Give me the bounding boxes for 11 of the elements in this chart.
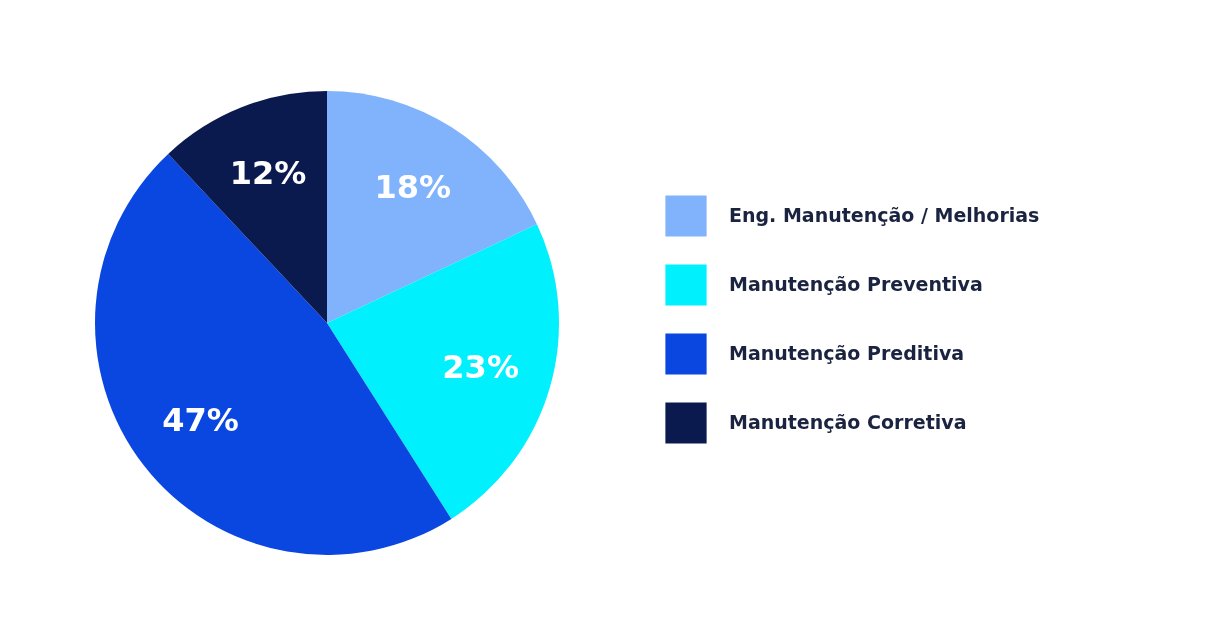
legend-label: Manutenção Corretiva — [729, 411, 967, 433]
legend-label: Eng. Manutenção / Melhorias — [729, 204, 1040, 226]
pie-slice — [327, 224, 559, 519]
pie-slice — [327, 91, 537, 323]
data-label: 23% — [442, 347, 519, 386]
data-label: 12% — [229, 154, 307, 193]
pie-slice — [168, 91, 327, 323]
data-label: 18% — [374, 167, 452, 206]
legend-label: Manutenção Preventiva — [729, 273, 983, 295]
legend-label: Manutenção Preditiva — [729, 342, 965, 364]
data-label: 47% — [162, 401, 239, 440]
